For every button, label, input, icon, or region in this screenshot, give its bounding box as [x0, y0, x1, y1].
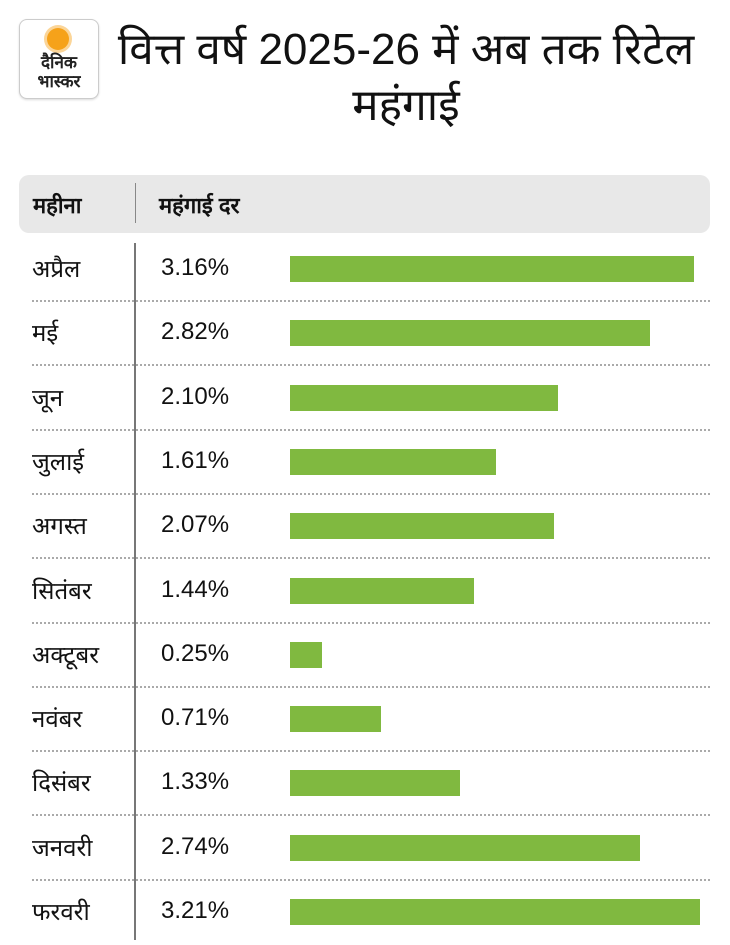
bar: [290, 641, 322, 668]
sun-icon: [47, 28, 69, 50]
table-row: जनवरी 2.74%: [32, 817, 710, 881]
month-label: अक्टूबर: [32, 641, 100, 669]
logo-line1: दैनिक: [41, 53, 77, 72]
bar: [290, 899, 700, 925]
value-label: 3.16%: [161, 254, 230, 281]
header-rate: महंगाई दर: [159, 193, 240, 218]
value-label: 2.10%: [161, 382, 230, 410]
bar: [290, 834, 640, 861]
row-separator: [32, 492, 710, 495]
table-row: अप्रैल 3.16%: [32, 238, 710, 302]
month-label: अप्रैल: [32, 256, 81, 283]
month-label: फरवरी: [32, 899, 90, 926]
bar: [290, 513, 555, 540]
row-separator: [32, 428, 710, 431]
value-label: 3.21%: [161, 897, 230, 924]
bar: [290, 770, 460, 797]
month-label: दिसंबर: [32, 770, 91, 798]
month-label: सितंबर: [32, 577, 92, 605]
header-divider: [135, 183, 136, 223]
bar: [290, 448, 496, 475]
value-label: 2.82%: [161, 318, 230, 346]
table-row: मई 2.82%: [32, 302, 710, 367]
table-row: दिसंबर 1.33%: [32, 752, 710, 817]
value-label: 0.71%: [161, 704, 230, 732]
header-month: महीना: [33, 193, 82, 218]
row-separator: [32, 300, 710, 302]
row-separator: [32, 557, 710, 560]
value-label: 2.07%: [161, 511, 230, 539]
table-row: जून 2.10%: [32, 367, 710, 431]
table-row: फरवरी 3.21%: [32, 881, 710, 945]
table-header: महीना महंगाई दर: [19, 175, 710, 233]
table-row: अक्टूबर 0.25%: [32, 624, 710, 688]
row-separator: [32, 364, 710, 367]
value-label: 2.74%: [161, 832, 230, 860]
month-label: अगस्त: [32, 513, 87, 541]
value-label: 1.44%: [161, 575, 230, 603]
row-separator: [32, 685, 710, 688]
month-label: जून: [32, 384, 64, 412]
bar: [290, 256, 694, 282]
month-label: नवंबर: [32, 706, 83, 734]
dainik-bhaskar-logo: दैनिक भास्कर: [19, 19, 99, 99]
row-separator: [32, 814, 710, 817]
value-label: 1.33%: [161, 768, 230, 796]
value-label: 0.25%: [161, 639, 230, 667]
table-row: नवंबर 0.71%: [32, 688, 710, 753]
bar: [290, 320, 651, 347]
logo-line2: भास्कर: [37, 72, 81, 91]
table-row: सितंबर 1.44%: [32, 560, 710, 624]
chart-title: वित्त वर्ष 2025-26 में अब तक रिटेल महंगा…: [117, 25, 695, 130]
month-label: जुलाई: [32, 448, 85, 476]
month-label: मई: [32, 320, 59, 348]
column-divider: [134, 243, 136, 940]
row-separator: [32, 878, 710, 881]
value-label: 1.61%: [161, 446, 230, 474]
bar: [290, 384, 559, 411]
table-row: जुलाई 1.61%: [32, 431, 710, 495]
table-row: अगस्त 2.07%: [32, 495, 710, 560]
bar: [290, 577, 474, 604]
bar: [290, 706, 381, 733]
month-label: जनवरी: [32, 834, 93, 862]
row-separator: [32, 750, 710, 753]
row-separator: [32, 621, 710, 624]
